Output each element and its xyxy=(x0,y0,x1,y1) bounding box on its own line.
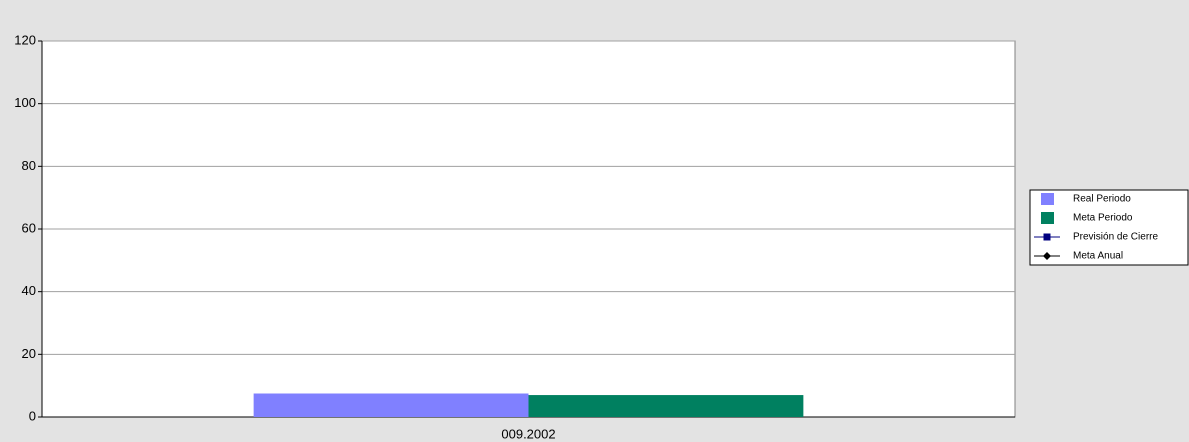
legend-box xyxy=(1029,189,1189,266)
legend-label: Previsión de Cierre xyxy=(1073,232,1158,243)
legend-marker xyxy=(1043,233,1051,241)
legend-marker xyxy=(1043,252,1051,260)
bar xyxy=(253,393,529,417)
y-tick-label: 80 xyxy=(22,158,36,173)
legend-label: Meta Anual xyxy=(1073,251,1123,262)
legend: Real Periodo Meta Periodo Previsión de Cie… xyxy=(1029,189,1189,266)
y-tick-label: 0 xyxy=(29,408,36,423)
y-tick-label: 40 xyxy=(22,283,36,298)
y-tick-label: 100 xyxy=(14,95,36,110)
bar xyxy=(528,395,804,417)
y-tick-label: 20 xyxy=(22,346,36,361)
legend-swatch xyxy=(1041,193,1054,205)
legend-label: Real Periodo xyxy=(1073,194,1131,205)
y-tick-label: 60 xyxy=(22,220,36,235)
y-tick-label: 120 xyxy=(14,32,36,47)
legend-swatch xyxy=(1041,212,1054,224)
x-tick-label: 009.2002 xyxy=(501,426,555,441)
legend-label: Meta Periodo xyxy=(1073,213,1133,224)
